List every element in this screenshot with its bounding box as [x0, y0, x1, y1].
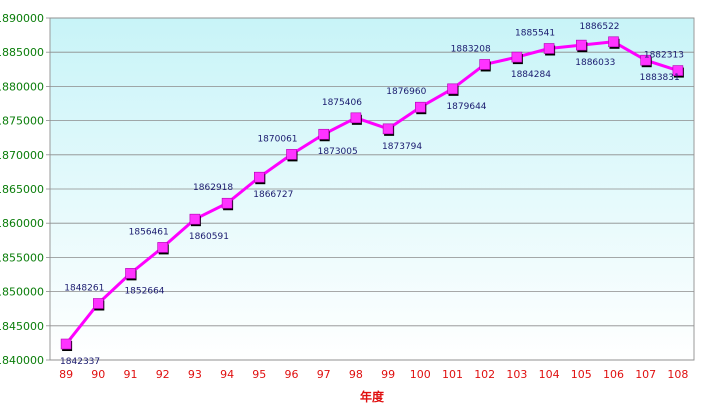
data-point — [672, 65, 684, 76]
data-label: 1848261 — [64, 283, 104, 293]
x-tick-label: 106 — [603, 368, 624, 381]
x-tick-label: 98 — [349, 368, 363, 381]
data-point — [511, 51, 523, 63]
data-labels: 1842337 1848261 1852664 1856461 1860591 18629… — [60, 22, 684, 367]
x-tick-label: 103 — [506, 368, 527, 381]
data-label: 1860591 — [189, 232, 229, 242]
x-tick-label: 108 — [667, 368, 688, 381]
x-tick-label: 97 — [317, 368, 331, 381]
data-point — [125, 268, 136, 279]
y-tick-label: 1860000 — [0, 217, 44, 230]
series-line — [64, 40, 679, 345]
x-tick-label: 107 — [635, 368, 656, 381]
y-tick-label: 1885000 — [0, 46, 44, 59]
data-point — [447, 83, 458, 95]
gridlines — [50, 17, 694, 361]
data-label: 1856461 — [129, 227, 169, 237]
data-label: 1886522 — [579, 22, 619, 32]
data-label: 1873794 — [382, 142, 422, 152]
x-tick-label: 89 — [59, 368, 73, 381]
data-point — [382, 123, 394, 135]
x-tick-label: 96 — [285, 368, 299, 381]
x-tick-label: 105 — [571, 368, 592, 381]
data-point — [189, 213, 201, 225]
data-point — [286, 149, 297, 160]
data-point — [575, 39, 587, 51]
data-point — [93, 298, 104, 309]
data-label: 1886033 — [575, 58, 615, 68]
y-tick-label: 1870000 — [0, 149, 44, 162]
x-tick-label: 93 — [188, 368, 202, 381]
data-point — [414, 101, 426, 113]
y-tick-label: 1850000 — [0, 286, 44, 299]
x-tick-label: 101 — [442, 368, 463, 381]
x-axis-ticks: 89 90 91 92 93 94 95 96 97 98 99 100 101 102 103 104 105… — [59, 368, 688, 381]
data-label: 1870061 — [257, 134, 297, 144]
data-label: 1885541 — [515, 28, 555, 38]
x-tick-label: 99 — [381, 368, 395, 381]
x-tick-label: 102 — [474, 368, 495, 381]
y-tick-label: 1840000 — [0, 354, 44, 367]
y-tick-label: 1865000 — [0, 183, 44, 196]
x-tick-label: 95 — [252, 368, 266, 381]
x-tick-label: 91 — [124, 368, 138, 381]
x-tick-label: 104 — [539, 368, 560, 381]
y-tick-label: 1890000 — [0, 12, 44, 25]
data-label: 1873005 — [318, 147, 358, 157]
y-tick-label: 1880000 — [0, 80, 44, 93]
data-point — [640, 54, 652, 66]
data-point — [221, 197, 233, 209]
y-axis-ticks: 1840000 1845000 1850000 1855000 1860000 18650… — [0, 12, 50, 367]
x-tick-label: 92 — [156, 368, 170, 381]
x-tick-label: 100 — [410, 368, 431, 381]
data-point — [608, 36, 619, 48]
data-label: 1862918 — [193, 183, 233, 193]
data-point — [60, 338, 72, 350]
y-tick-label: 1845000 — [0, 320, 44, 333]
data-point — [350, 112, 362, 124]
data-label: 1842337 — [60, 357, 100, 367]
data-label: 1866727 — [253, 190, 293, 200]
series-markers — [60, 36, 684, 352]
data-label: 1875406 — [322, 98, 362, 108]
x-tick-label: 90 — [91, 368, 105, 381]
x-tick-label: 94 — [220, 368, 234, 381]
y-tick-label: 1875000 — [0, 115, 44, 128]
data-label: 1882313 — [644, 51, 684, 61]
data-point — [254, 171, 265, 183]
data-label: 1852664 — [124, 286, 164, 296]
data-point — [479, 59, 491, 70]
data-point — [543, 43, 555, 54]
x-axis-label: 年度 — [360, 389, 385, 404]
data-label: 1884284 — [511, 70, 551, 80]
data-label: 1883208 — [451, 44, 491, 54]
data-label: 1879644 — [446, 102, 486, 112]
series-path — [64, 40, 679, 345]
data-point — [157, 242, 168, 253]
y-tick-label: 1855000 — [0, 251, 44, 264]
data-label: 1876960 — [386, 87, 426, 97]
data-label: 1883831 — [640, 73, 680, 83]
data-point — [318, 128, 330, 140]
